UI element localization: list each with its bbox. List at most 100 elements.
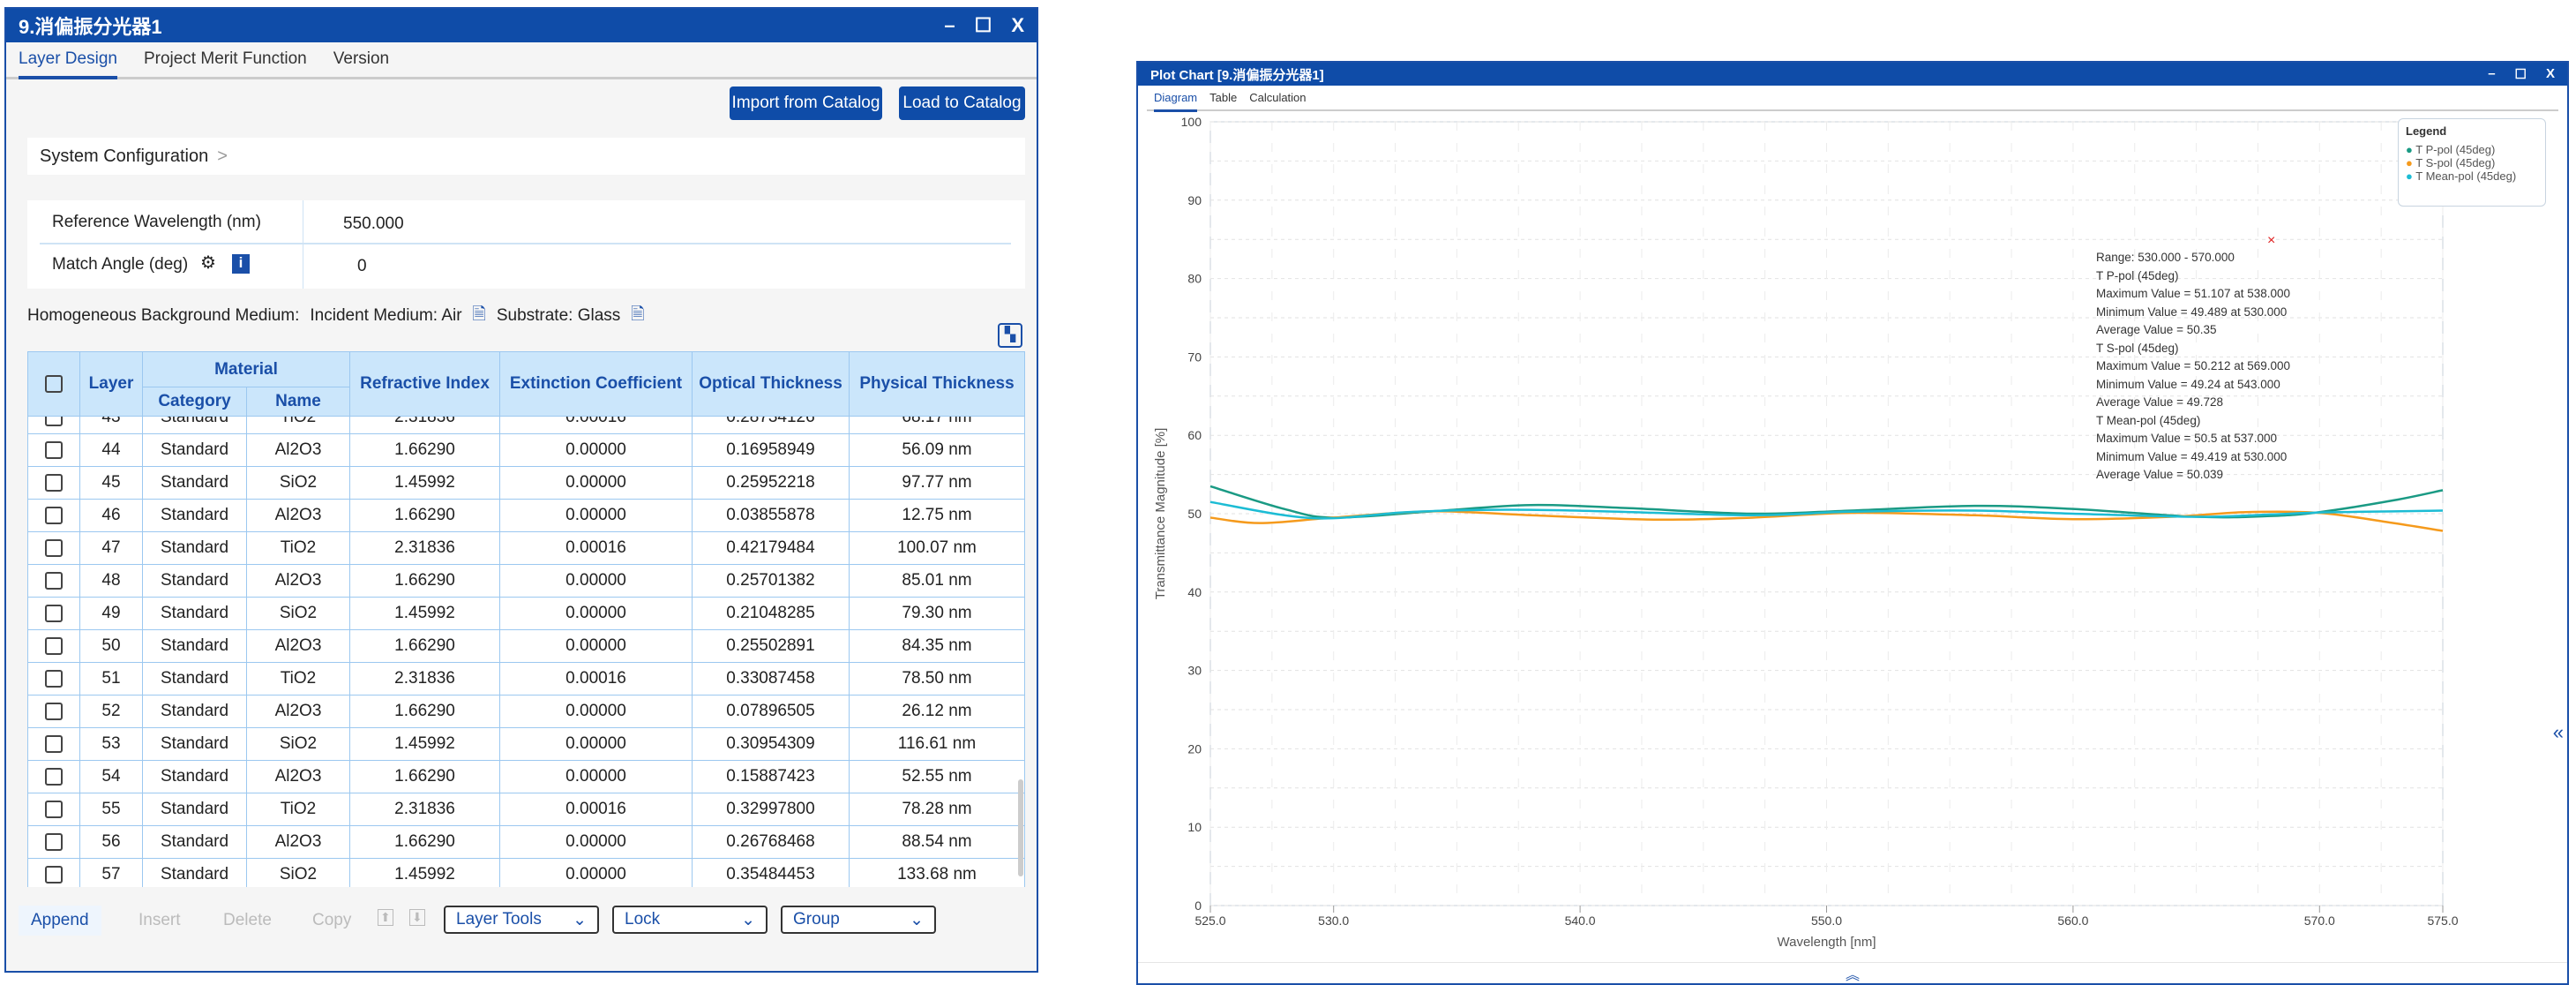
row-checkbox[interactable]: [45, 865, 63, 883]
physical-thickness[interactable]: 88.54 nm: [849, 825, 1025, 859]
table-row[interactable]: 50 Standard Al2O3 1.66290 0.00000 0.25502891 8…: [27, 629, 1025, 663]
info-icon[interactable]: i: [232, 254, 250, 274]
category[interactable]: Standard: [142, 499, 247, 532]
physical-thickness[interactable]: 56.09 nm: [849, 433, 1025, 467]
optical-thickness[interactable]: 0.26768468: [692, 825, 850, 859]
extinction-coefficient[interactable]: 0.00016: [499, 531, 693, 565]
refractive-index[interactable]: 2.31836: [349, 417, 500, 434]
row-checkbox[interactable]: [45, 506, 63, 524]
material-name[interactable]: Al2O3: [246, 564, 350, 598]
group-dropdown[interactable]: Group ⌄: [781, 906, 936, 934]
tab-table[interactable]: Table: [1209, 91, 1238, 104]
match-angle-field[interactable]: 0: [357, 257, 367, 275]
row-checkbox[interactable]: [45, 734, 63, 753]
layer-number[interactable]: 55: [79, 793, 143, 826]
close-button[interactable]: X: [1011, 14, 1024, 36]
layer-number[interactable]: 47: [79, 531, 143, 565]
layer-number[interactable]: 43: [79, 417, 143, 434]
extinction-coefficient[interactable]: 0.00000: [499, 695, 693, 728]
physical-thickness[interactable]: 12.75 nm: [849, 499, 1025, 532]
layer-tools-dropdown[interactable]: Layer Tools ⌄: [444, 906, 599, 934]
layer-number[interactable]: 50: [79, 629, 143, 663]
table-row[interactable]: 55 Standard TiO2 2.31836 0.00016 0.32997800 78…: [27, 793, 1025, 826]
row-checkbox[interactable]: [45, 538, 63, 557]
category[interactable]: Standard: [142, 466, 247, 500]
reference-wavelength-field[interactable]: 550.000: [343, 214, 404, 233]
layer-number[interactable]: 51: [79, 662, 143, 696]
category[interactable]: Standard: [142, 629, 247, 663]
refractive-index[interactable]: 1.66290: [349, 433, 500, 467]
physical-thickness[interactable]: 79.30 nm: [849, 597, 1025, 630]
move-down-icon[interactable]: ⬇: [409, 909, 425, 926]
physical-thickness[interactable]: 78.28 nm: [849, 793, 1025, 826]
layer-number[interactable]: 54: [79, 760, 143, 793]
physical-thickness[interactable]: 68.17 nm: [849, 417, 1025, 434]
load-to-catalog-button[interactable]: Load to Catalog: [899, 86, 1025, 120]
material-name[interactable]: Al2O3: [246, 433, 350, 467]
refractive-index[interactable]: 1.66290: [349, 760, 500, 793]
material-name[interactable]: Al2O3: [246, 499, 350, 532]
import-from-catalog-button[interactable]: Import from Catalog: [730, 86, 882, 120]
optical-thickness[interactable]: 0.25952218: [692, 466, 850, 500]
row-checkbox[interactable]: [45, 767, 63, 786]
physical-thickness[interactable]: 85.01 nm: [849, 564, 1025, 598]
material-name[interactable]: Al2O3: [246, 825, 350, 859]
table-row[interactable]: 45 Standard SiO2 1.45992 0.00000 0.25952218 97…: [27, 466, 1025, 500]
extinction-coefficient[interactable]: 0.00016: [499, 662, 693, 696]
optical-thickness[interactable]: 0.15887423: [692, 760, 850, 793]
extinction-coefficient[interactable]: 0.00000: [499, 727, 693, 761]
refractive-index[interactable]: 2.31836: [349, 662, 500, 696]
row-checkbox[interactable]: [45, 440, 63, 459]
column-settings-icon[interactable]: ▚: [998, 323, 1022, 348]
extinction-coefficient[interactable]: 0.00000: [499, 825, 693, 859]
extinction-coefficient[interactable]: 0.00016: [499, 417, 693, 434]
close-annotation-icon[interactable]: ×: [2267, 233, 2276, 248]
table-row[interactable]: 44 Standard Al2O3 1.66290 0.00000 0.16958949 5…: [27, 433, 1025, 467]
refractive-index[interactable]: 1.66290: [349, 695, 500, 728]
table-row[interactable]: 53 Standard SiO2 1.45992 0.00000 0.30954309 11…: [27, 727, 1025, 761]
layer-number[interactable]: 56: [79, 825, 143, 859]
physical-thickness[interactable]: 100.07 nm: [849, 531, 1025, 565]
insert-button[interactable]: Insert: [139, 911, 181, 929]
category[interactable]: Standard: [142, 597, 247, 630]
category[interactable]: Standard: [142, 727, 247, 761]
optical-thickness[interactable]: 0.16958949: [692, 433, 850, 467]
row-checkbox[interactable]: [45, 832, 63, 851]
table-row[interactable]: 56 Standard Al2O3 1.66290 0.00000 0.26768468 8…: [27, 825, 1025, 859]
row-checkbox[interactable]: [45, 702, 63, 720]
delete-button[interactable]: Delete: [223, 911, 272, 929]
row-checkbox[interactable]: [45, 417, 63, 426]
table-row[interactable]: 43 Standard TiO2 2.31836 0.00016 0.28734126 68…: [27, 417, 1025, 434]
physical-thickness[interactable]: 78.50 nm: [849, 662, 1025, 696]
copy-button[interactable]: Copy: [312, 911, 352, 929]
optical-thickness[interactable]: 0.35484453: [692, 858, 850, 887]
expand-bottom-icon[interactable]: ︽: [1138, 962, 2567, 983]
table-row[interactable]: 48 Standard Al2O3 1.66290 0.00000 0.25701382 8…: [27, 564, 1025, 598]
optical-thickness[interactable]: 0.32997800: [692, 793, 850, 826]
category[interactable]: Standard: [142, 825, 247, 859]
optical-thickness[interactable]: 0.21048285: [692, 597, 850, 630]
legend-item[interactable]: ● T Mean-pol (45deg): [2406, 169, 2538, 183]
category[interactable]: Standard: [142, 695, 247, 728]
optical-thickness[interactable]: 0.25502891: [692, 629, 850, 663]
maximize-button[interactable]: ☐: [2514, 67, 2527, 82]
expand-right-icon[interactable]: «: [2552, 721, 2564, 743]
layer-number[interactable]: 49: [79, 597, 143, 630]
layer-number[interactable]: 45: [79, 466, 143, 500]
refractive-index[interactable]: 1.66290: [349, 825, 500, 859]
category[interactable]: Standard: [142, 417, 247, 434]
category[interactable]: Standard: [142, 531, 247, 565]
extinction-coefficient[interactable]: 0.00000: [499, 629, 693, 663]
optical-thickness[interactable]: 0.25701382: [692, 564, 850, 598]
optical-thickness[interactable]: 0.03855878: [692, 499, 850, 532]
layer-number[interactable]: 44: [79, 433, 143, 467]
material-name[interactable]: Al2O3: [246, 760, 350, 793]
row-checkbox[interactable]: [45, 604, 63, 622]
refractive-index[interactable]: 1.66290: [349, 629, 500, 663]
extinction-coefficient[interactable]: 0.00000: [499, 760, 693, 793]
tab-diagram[interactable]: Diagram: [1154, 86, 1198, 112]
material-name[interactable]: TiO2: [246, 417, 350, 434]
edit-incident-icon[interactable]: 🗎: [472, 305, 486, 324]
material-name[interactable]: SiO2: [246, 858, 350, 887]
material-name[interactable]: TiO2: [246, 662, 350, 696]
